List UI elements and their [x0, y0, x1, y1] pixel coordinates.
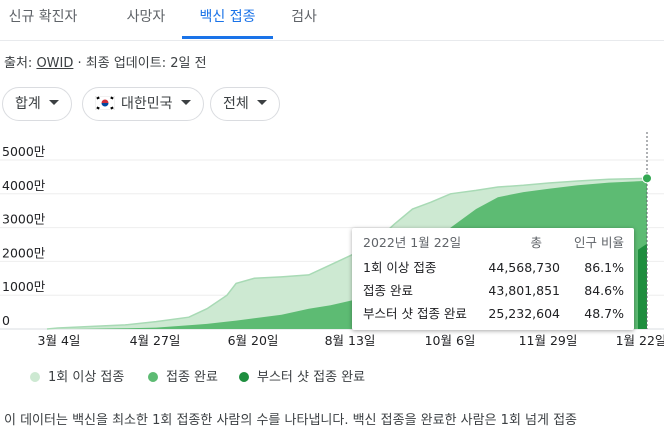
tooltip-row-ratio: 86.1%: [584, 260, 624, 275]
tooltip-row-label: 부스터 샷 접종 완료: [363, 306, 467, 321]
series-area-3: [638, 243, 647, 329]
y-tick-label: 2000만: [2, 245, 46, 260]
hover-point: [642, 173, 652, 184]
x-tick-label: 11월 29일: [519, 333, 578, 348]
tooltip-row-ratio: 84.6%: [584, 283, 624, 298]
tooltip-row: 1회 이상 접종 44,568,730 86.1%: [352, 257, 634, 279]
tooltip-row: 부스터 샷 접종 완료 25,232,604 48.7%: [352, 303, 634, 325]
legend-item[interactable]: 접종 완료: [148, 366, 218, 385]
range-dropdown[interactable]: 전체: [210, 87, 280, 121]
tooltip-row-total: 43,801,851: [488, 283, 560, 298]
x-tick-label: 6월 20일: [228, 333, 279, 348]
country-dropdown[interactable]: 대한민국: [82, 87, 204, 121]
tab-new-cases[interactable]: 신규 확진자: [8, 9, 78, 25]
tooltip-row-label: 1회 이상 접종: [363, 260, 437, 275]
tooltip-header: 2022년 1월 22일 총 인구 비율: [352, 232, 634, 254]
tooltip-col-total: 총: [530, 235, 542, 250]
legend-label: 1회 이상 접종: [48, 370, 125, 385]
chevron-down-icon: [180, 99, 191, 105]
tab-testing[interactable]: 검사: [291, 9, 317, 25]
legend-dot-icon: [239, 371, 249, 382]
chart-tooltip: 2022년 1월 22일 총 인구 비율 1회 이상 접종 44,568,730…: [352, 228, 634, 330]
tooltip-row-ratio: 48.7%: [584, 306, 624, 321]
last-updated: · 최종 업데이트: 2일 전: [77, 56, 207, 71]
x-tick-label: 4월 27일: [130, 333, 181, 348]
x-tick-label: 1월 22일: [616, 333, 664, 348]
tooltip-row-total: 25,232,604: [488, 306, 560, 321]
legend-item[interactable]: 부스터 샷 접종 완료: [239, 366, 365, 385]
description-text: 이 데이터는 백신을 최소한 1회 접종한 사람의 수를 나타냅니다. 백신 접…: [4, 413, 578, 428]
tooltip-row: 접종 완료 43,801,851 84.6%: [352, 280, 634, 302]
country-value: 대한민국: [121, 96, 173, 112]
x-tick-label: 8월 13일: [325, 333, 376, 348]
tooltip-row-label: 접종 완료: [363, 283, 413, 298]
tab-vaccination[interactable]: 백신 접종: [182, 0, 273, 39]
tooltip-row-total: 44,568,730: [488, 260, 560, 275]
y-tick-label: 3000만: [2, 212, 46, 227]
series-line-1: [46, 177, 648, 330]
x-tick-label: 3월 4일: [38, 333, 81, 348]
south-korea-flag-icon: [95, 96, 115, 110]
y-tick-label: 5000만: [2, 144, 46, 159]
y-tick-label: 4000만: [2, 178, 46, 193]
range-value: 전체: [223, 96, 249, 112]
legend-label: 접종 완료: [166, 370, 218, 385]
tab-bar: 신규 확진자 사망자 백신 접종 검사: [0, 0, 664, 41]
source-line: 출처: OWID · 최종 업데이트: 2일 전: [4, 52, 207, 71]
legend-label: 부스터 샷 접종 완료: [257, 370, 366, 385]
metric-value: 합계: [15, 96, 41, 112]
tab-deaths[interactable]: 사망자: [126, 9, 166, 25]
source-prefix: 출처:: [4, 56, 33, 71]
source-link[interactable]: OWID: [36, 56, 74, 71]
legend-dot-icon: [148, 371, 158, 382]
legend-item[interactable]: 1회 이상 접종: [30, 366, 124, 385]
chevron-down-icon: [256, 99, 267, 105]
chevron-down-icon: [48, 99, 59, 105]
tooltip-date: 2022년 1월 22일: [363, 235, 462, 250]
x-tick-label: 10월 6일: [425, 333, 476, 348]
y-tick-label: 0: [2, 313, 10, 328]
legend-dot-icon: [30, 371, 40, 382]
y-tick-label: 1000만: [2, 279, 46, 294]
tooltip-col-ratio: 인구 비율: [574, 235, 624, 250]
metric-dropdown[interactable]: 합계: [2, 87, 72, 121]
